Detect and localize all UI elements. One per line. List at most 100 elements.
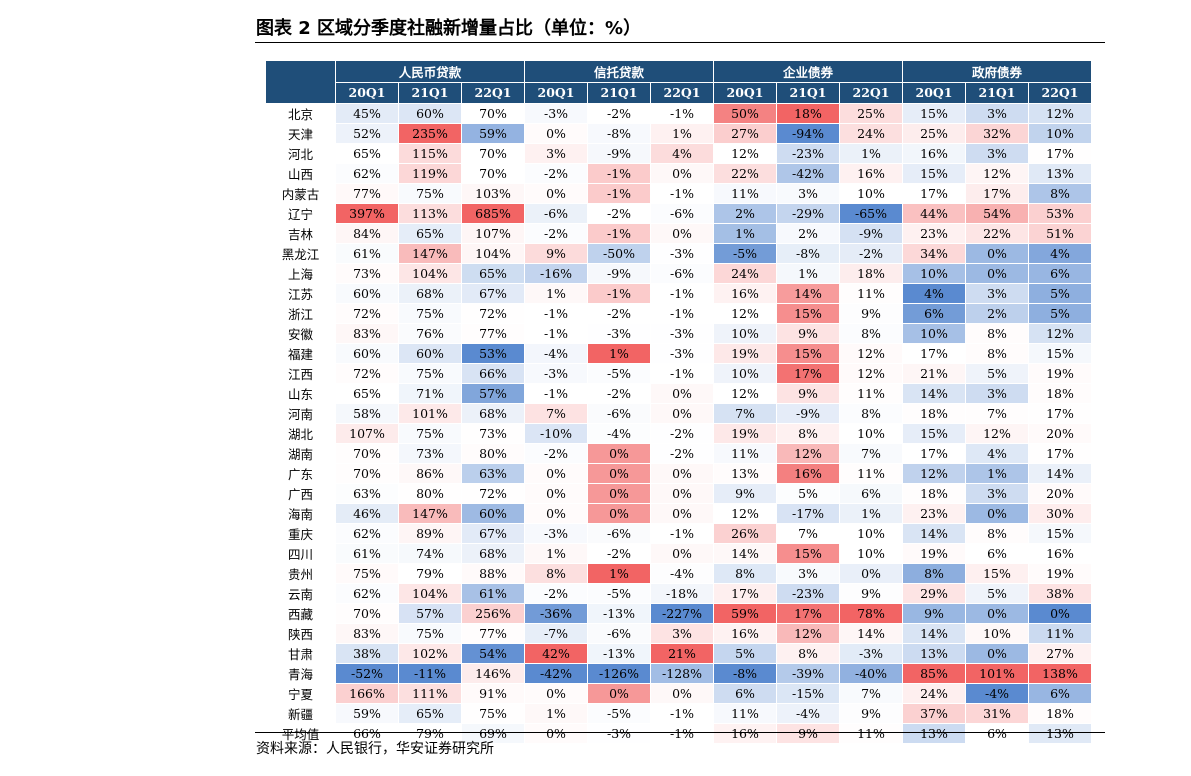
cell: 18% bbox=[902, 403, 966, 424]
cell: 0% bbox=[965, 643, 1029, 664]
cell: -3% bbox=[524, 523, 588, 544]
cell: 685% bbox=[461, 203, 525, 224]
cell: -94% bbox=[776, 123, 840, 144]
cell: 79% bbox=[398, 563, 462, 584]
table-row: 江西 72% 75% 66% -3% -5% -1% 10% 17% 12% 21% 5% 19% bbox=[265, 363, 1092, 384]
cell: -2% bbox=[524, 443, 588, 464]
row-label: 四川 bbox=[265, 543, 336, 564]
cell: 71% bbox=[398, 383, 462, 404]
cell: 12% bbox=[776, 623, 840, 644]
cell: -6% bbox=[587, 523, 651, 544]
row-label: 贵州 bbox=[265, 563, 336, 584]
cell: -1% bbox=[650, 723, 714, 744]
row-label: 上海 bbox=[265, 263, 336, 284]
cell: 0% bbox=[650, 463, 714, 484]
cell: 16% bbox=[1028, 543, 1092, 564]
cell: 3% bbox=[965, 103, 1029, 124]
row-label: 新疆 bbox=[265, 703, 336, 724]
cell: 63% bbox=[461, 463, 525, 484]
row-label: 平均值 bbox=[265, 723, 336, 744]
sub-header: 22Q1 bbox=[1028, 81, 1092, 104]
table-row: 江苏 60% 68% 67% 1% -1% -1% 16% 14% 11% 4% 3% 5% bbox=[265, 283, 1092, 304]
cell: 19% bbox=[1028, 363, 1092, 384]
cell: -4% bbox=[524, 343, 588, 364]
cell: 30% bbox=[1028, 503, 1092, 524]
cell: 19% bbox=[1028, 563, 1092, 584]
cell: 26% bbox=[713, 523, 777, 544]
cell: 8% bbox=[965, 343, 1029, 364]
table-row: 山东 65% 71% 57% -1% -2% 0% 12% 9% 11% 14% 3% 18% bbox=[265, 383, 1092, 404]
cell: 12% bbox=[1028, 323, 1092, 344]
cell: 57% bbox=[461, 383, 525, 404]
cell: 15% bbox=[1028, 343, 1092, 364]
cell: 12% bbox=[902, 463, 966, 484]
cell: 62% bbox=[335, 583, 399, 604]
cell: 14% bbox=[776, 283, 840, 304]
cell: 166% bbox=[335, 683, 399, 704]
cell: 1% bbox=[524, 283, 588, 304]
cell: 10% bbox=[902, 323, 966, 344]
cell: 102% bbox=[398, 643, 462, 664]
table-row: 甘肃 38% 102% 54% 42% -13% 21% 5% 8% -3% 13% 0% 27% bbox=[265, 643, 1092, 664]
cell: 9% bbox=[776, 723, 840, 744]
row-label: 陕西 bbox=[265, 623, 336, 644]
cell: -1% bbox=[587, 223, 651, 244]
cell: -2% bbox=[587, 203, 651, 224]
cell: 67% bbox=[461, 523, 525, 544]
cell: -4% bbox=[587, 423, 651, 444]
cell: 75% bbox=[398, 623, 462, 644]
cell: -3% bbox=[650, 243, 714, 264]
cell: 0% bbox=[524, 463, 588, 484]
cell: -11% bbox=[398, 663, 462, 684]
cell: 0% bbox=[587, 463, 651, 484]
table-row: 新疆 59% 65% 75% 1% -5% -1% 11% -4% 9% 37% 31% 18% bbox=[265, 703, 1092, 724]
sub-header: 22Q1 bbox=[461, 81, 525, 104]
cell: 9% bbox=[839, 703, 903, 724]
cell: 5% bbox=[776, 483, 840, 504]
table-row: 平均值 66% 79% 69% 0% -3% -1% 16% 9% 11% 13% 6% 13% bbox=[265, 723, 1092, 744]
cell: 80% bbox=[461, 443, 525, 464]
cell: 2% bbox=[776, 223, 840, 244]
cell: 16% bbox=[776, 463, 840, 484]
cell: 21% bbox=[902, 363, 966, 384]
row-label: 辽宁 bbox=[265, 203, 336, 224]
cell: 7% bbox=[839, 683, 903, 704]
cell: 24% bbox=[713, 263, 777, 284]
cell: 15% bbox=[1028, 523, 1092, 544]
cell: 0% bbox=[587, 483, 651, 504]
cell: 38% bbox=[335, 643, 399, 664]
row-label: 广西 bbox=[265, 483, 336, 504]
cell: 22% bbox=[965, 223, 1029, 244]
group-header: 信托贷款 bbox=[524, 60, 714, 83]
cell: 1% bbox=[839, 143, 903, 164]
cell: -23% bbox=[776, 143, 840, 164]
cell: 0% bbox=[650, 483, 714, 504]
cell: 16% bbox=[902, 143, 966, 164]
cell: 9% bbox=[902, 603, 966, 624]
cell: 9% bbox=[524, 243, 588, 264]
cell: -3% bbox=[839, 643, 903, 664]
cell: 7% bbox=[965, 403, 1029, 424]
sub-header: 20Q1 bbox=[335, 81, 399, 104]
cell: 15% bbox=[776, 303, 840, 324]
row-label: 安徽 bbox=[265, 323, 336, 344]
cell: 72% bbox=[461, 303, 525, 324]
table-row: 湖南 70% 73% 80% -2% 0% -2% 11% 12% 7% 17% 4% 17% bbox=[265, 443, 1092, 464]
cell: -128% bbox=[650, 663, 714, 684]
cell: -9% bbox=[839, 223, 903, 244]
cell: 31% bbox=[965, 703, 1029, 724]
cell: -36% bbox=[524, 603, 588, 624]
cell: 1% bbox=[587, 563, 651, 584]
cell: -1% bbox=[650, 283, 714, 304]
group-header: 政府债券 bbox=[902, 60, 1092, 83]
cell: -9% bbox=[587, 263, 651, 284]
cell: 69% bbox=[461, 723, 525, 744]
cell: 16% bbox=[839, 163, 903, 184]
cell: -1% bbox=[587, 163, 651, 184]
cell: 14% bbox=[902, 383, 966, 404]
sub-header: 20Q1 bbox=[524, 81, 588, 104]
cell: 8% bbox=[713, 563, 777, 584]
row-label: 江苏 bbox=[265, 283, 336, 304]
table-row: 河南 58% 101% 68% 7% -6% 0% 7% -9% 8% 18% 7% 17% bbox=[265, 403, 1092, 424]
row-label: 黑龙江 bbox=[265, 243, 336, 264]
